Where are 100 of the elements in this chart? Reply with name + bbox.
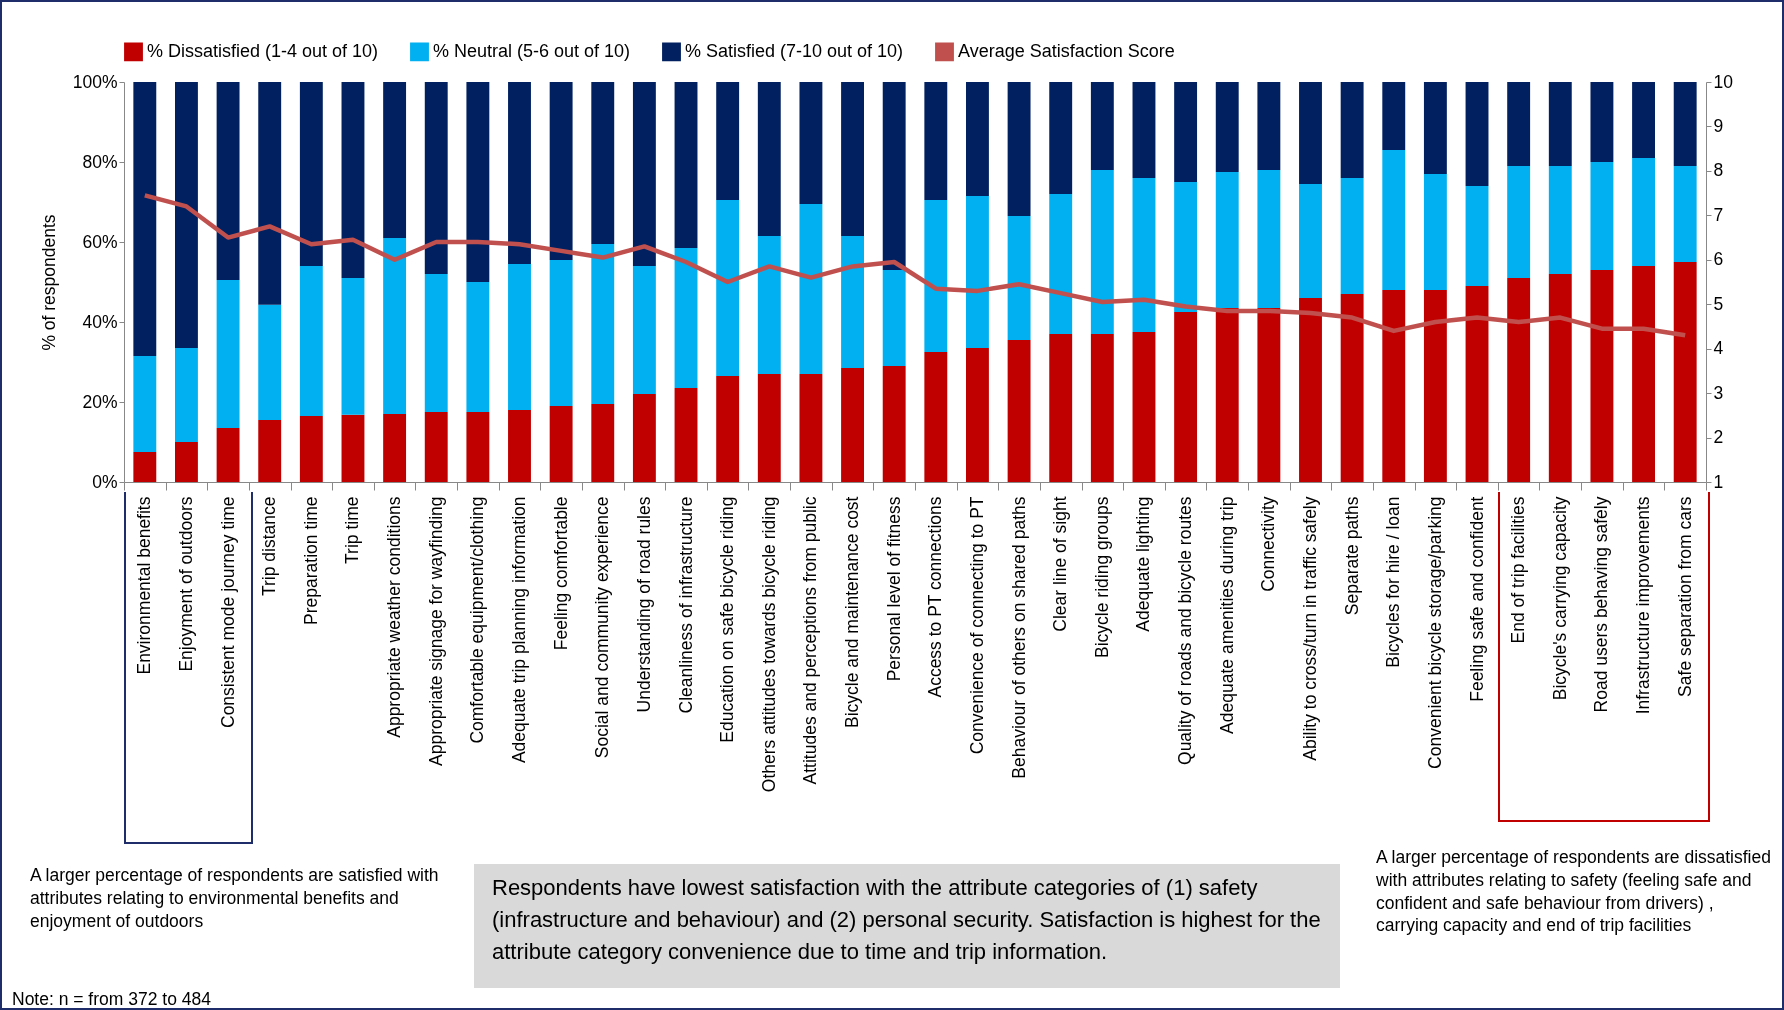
bar: [258, 304, 282, 420]
x-tick-label: Adequate lighting: [1133, 496, 1154, 632]
x-tick-label: End of trip facilities: [1508, 496, 1529, 644]
bar: [632, 82, 656, 266]
bar: [341, 82, 365, 278]
bar: [882, 82, 906, 270]
bar: [1465, 186, 1489, 286]
bar: [716, 82, 740, 200]
bar: [1590, 82, 1614, 162]
y-axis-title: % of respondents: [38, 214, 59, 351]
bar: [1007, 340, 1031, 482]
bar: [924, 200, 948, 352]
y2-tick-label: 5: [1713, 293, 1724, 314]
x-tick-label: Feeling comfortable: [550, 496, 571, 651]
legend-label: % Satisfied (7-10 out of 10): [685, 40, 904, 61]
bar: [1465, 286, 1489, 482]
x-tick-label: Bicycle riding groups: [1091, 496, 1112, 658]
x-tick-label: Education on safe bicycle riding: [717, 496, 738, 743]
bar: [1090, 170, 1114, 334]
bar: [1382, 290, 1406, 482]
bar: [757, 236, 781, 374]
y2-tick-label: 1: [1713, 471, 1724, 492]
bar: [841, 82, 864, 236]
x-tick-label: Adequate trip planning information: [509, 496, 529, 764]
text: Respondents have lowest satisfaction with the attribute categories of (1) safety (infrastructure and behaviour) and (2) personal security. Satisfaction is highest for the attribute category convenience due to time and trip information.: [474, 864, 1340, 988]
bar: [1507, 82, 1531, 166]
bar: [424, 274, 448, 412]
y-tick-label: 60%: [82, 231, 118, 252]
x-tick-label: Attitudes and perceptions from public: [800, 496, 821, 785]
bar: [841, 368, 864, 482]
bar: [508, 82, 531, 264]
text: A larger percentage of respondents are satisfied with attributes relating to environmental benefits and enjoyment of outdoors: [30, 864, 440, 933]
bar: [466, 412, 490, 482]
bar: [757, 82, 781, 236]
x-tick-label: Convenient bicycle storage/parking: [1424, 496, 1445, 769]
bar: [341, 278, 365, 415]
x-tick-label: Clear line of sight: [1050, 496, 1071, 632]
bar: [175, 348, 198, 442]
bar: [1215, 82, 1239, 172]
y2-tick-label: 4: [1713, 338, 1724, 359]
bar: [466, 82, 490, 282]
bar: [1340, 82, 1364, 178]
bar: [1090, 82, 1114, 170]
bar: [924, 352, 948, 482]
bar: [1174, 82, 1198, 182]
x-tick-label: Behaviour of others on shared paths: [1008, 496, 1029, 779]
bar: [591, 244, 615, 404]
bar: [1423, 290, 1447, 482]
bar: [1548, 166, 1572, 274]
bar: [591, 404, 615, 482]
bar: [716, 376, 740, 482]
text: A larger percentage of respondents are dissatisfied with attributes relating to safety (feeling safe and confident and safe behaviour from drivers) , carrying capacity and end of trip facilities: [1376, 846, 1772, 937]
bar: [1632, 158, 1655, 266]
x-tick-label: Separate paths: [1341, 496, 1362, 616]
bar: [1382, 150, 1406, 290]
bar: [674, 82, 698, 248]
bar: [882, 270, 906, 366]
x-tick-label: Bicycles for hire / loan: [1383, 496, 1404, 668]
bar: [674, 388, 698, 482]
bar: [1215, 308, 1239, 482]
legend-label: % Neutral (5-6 out of 10): [433, 40, 631, 61]
bar: [508, 410, 531, 482]
x-tick-label: Adequate amenities during trip: [1216, 496, 1237, 734]
x-tick-label: Personal level of fitness: [883, 496, 904, 682]
x-tick-label: Feeling safe and confident: [1466, 496, 1487, 702]
bar: [882, 366, 906, 482]
x-tick-label: Comfortable equipment/clothing: [467, 496, 488, 744]
bar: [1007, 82, 1031, 216]
bar: [1507, 278, 1531, 482]
x-tick-label: Road users behaving safely: [1591, 496, 1612, 713]
bar: [1299, 298, 1322, 482]
bar: [632, 394, 656, 482]
bar: [1340, 178, 1364, 294]
bar: [966, 348, 989, 482]
bar: [1590, 270, 1614, 482]
y-tick-label: 20%: [82, 391, 118, 412]
bar: [1132, 82, 1156, 178]
bar: [1174, 312, 1198, 482]
bar: [341, 414, 365, 482]
bar: [1673, 166, 1697, 262]
bar: [1132, 178, 1156, 332]
legend-label: % Dissatisfied (1-4 out of 10): [147, 40, 379, 61]
x-tick-label: Trip time: [342, 496, 363, 564]
bar: [632, 266, 656, 394]
bar: [1382, 82, 1406, 150]
bar: [133, 82, 157, 356]
bar: [1423, 82, 1447, 174]
bar: [1507, 166, 1531, 278]
x-tick-label: Environmental benefits: [134, 496, 155, 675]
bar: [216, 82, 240, 280]
y2-tick-label: 3: [1713, 382, 1724, 403]
bar: [1049, 334, 1073, 482]
bar: [1673, 262, 1697, 482]
bar: [466, 282, 490, 412]
bar: [175, 82, 198, 348]
x-tick-label: Social and community experience: [592, 496, 613, 759]
bar: [1257, 308, 1281, 482]
legend-label: Average Satisfaction Score: [958, 40, 1175, 61]
y2-tick-label: 6: [1713, 249, 1724, 270]
x-tick-label: Bicycle's carrying capacity: [1549, 496, 1570, 701]
